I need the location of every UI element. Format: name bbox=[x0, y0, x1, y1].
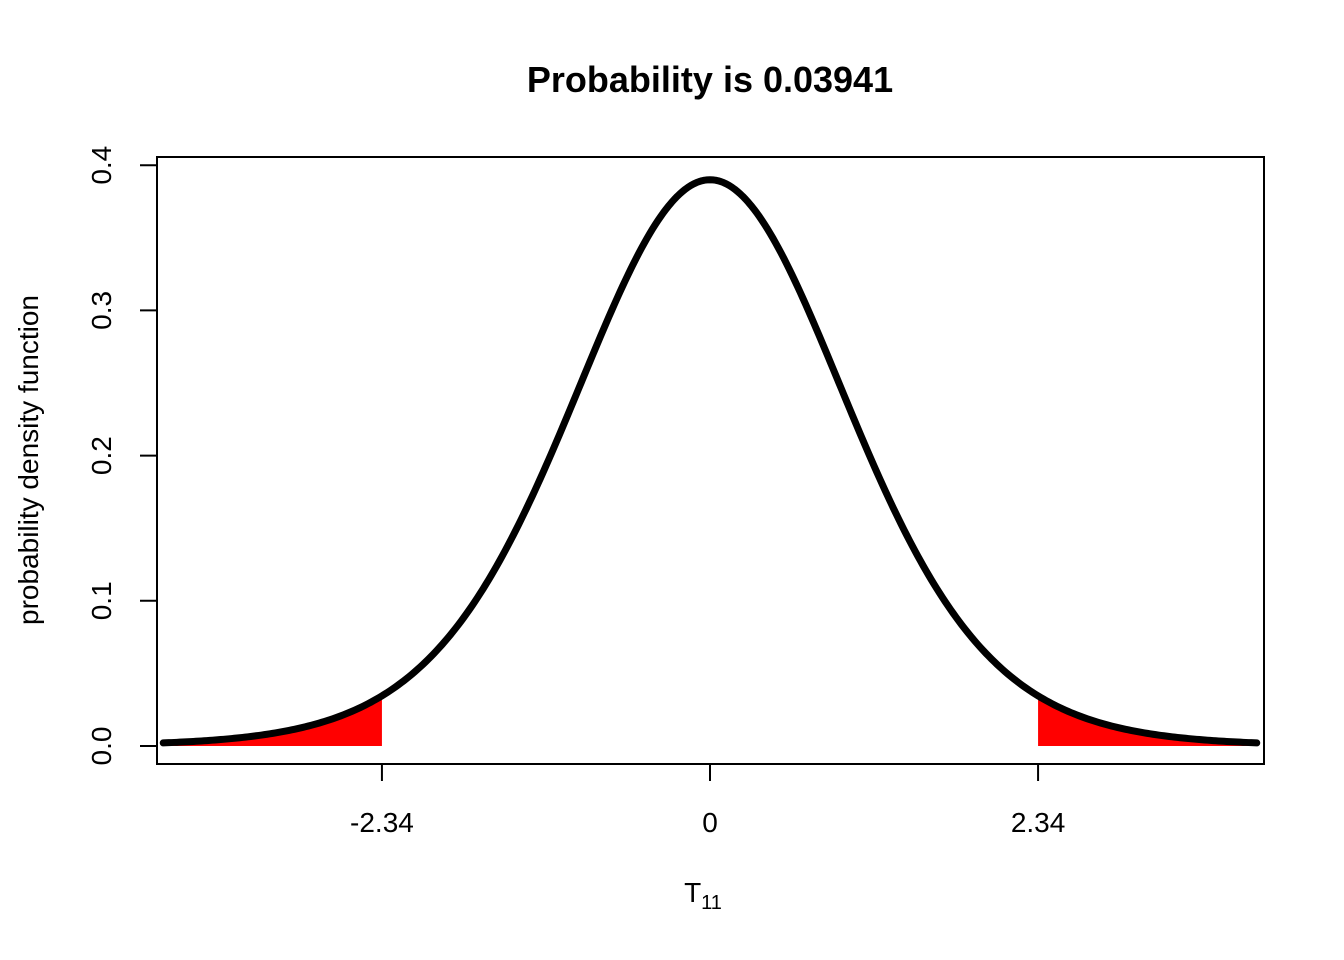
density-curve bbox=[159, 176, 1261, 747]
y-axis: 0.0 0.1 0.2 0.3 0.4 bbox=[86, 146, 158, 766]
plot-box bbox=[156, 156, 1265, 765]
y-tick-label: 0.4 bbox=[86, 146, 117, 185]
x-tick-label: 2.34 bbox=[1011, 807, 1066, 838]
x-axis-label-subscript: 11 bbox=[701, 892, 722, 914]
x-axis: -2.34 0 2.34 bbox=[350, 763, 1066, 838]
chart-title: Probability is 0.03941 bbox=[527, 59, 893, 100]
x-axis-label-main: T bbox=[684, 877, 701, 908]
left-tail-region bbox=[163, 695, 382, 746]
x-axis-label: T11 bbox=[684, 877, 722, 914]
y-tick-label: 0.2 bbox=[86, 436, 117, 475]
x-tick-label: -2.34 bbox=[350, 807, 414, 838]
y-axis-label: probability density function bbox=[13, 295, 44, 625]
y-tick-label: 0.0 bbox=[86, 727, 117, 766]
right-tail-region bbox=[1038, 695, 1257, 746]
x-tick-label: 0 bbox=[702, 807, 718, 838]
y-tick-label: 0.1 bbox=[86, 581, 117, 620]
shaded-tails bbox=[163, 695, 1257, 746]
y-tick-label: 0.3 bbox=[86, 291, 117, 330]
